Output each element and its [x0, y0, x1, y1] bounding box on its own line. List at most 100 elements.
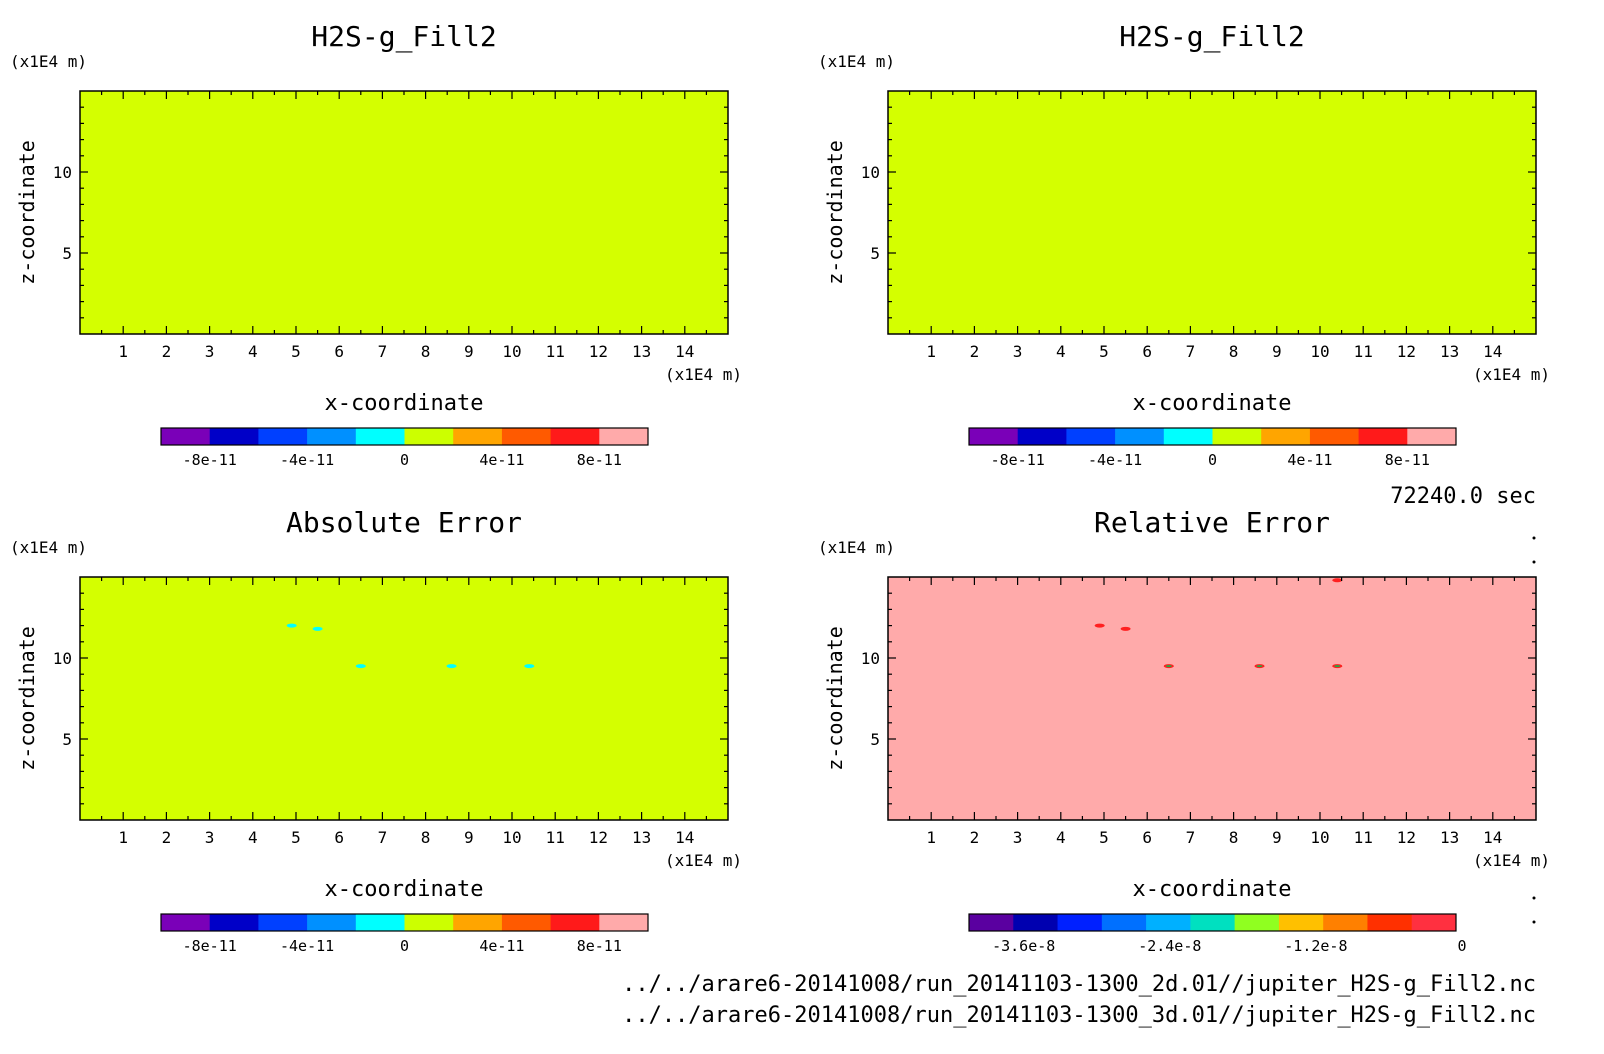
colorbar-segment: [1066, 428, 1116, 445]
x-tick-label: 3: [205, 828, 215, 847]
colorbar-segment: [1057, 914, 1103, 931]
colorbar-segment: [404, 428, 454, 445]
x-tick-label: 9: [464, 828, 474, 847]
heatmap-field: [80, 91, 728, 334]
y-tick-label: 5: [62, 730, 72, 749]
colorbar-segment: [1190, 914, 1236, 931]
colorbar-segment: [1017, 428, 1067, 445]
colorbar-label: -3.6e-8: [992, 937, 1055, 955]
y-axis-label: z-coordinate: [823, 626, 847, 771]
colorbar-segment: [1013, 914, 1059, 931]
x-unit-label: (x1E4 m): [665, 851, 742, 870]
y-axis-label: z-coordinate: [823, 140, 847, 285]
colorbar-label: 0: [400, 451, 409, 469]
colorbar-segment: [1407, 428, 1457, 445]
colorbar-segment: [550, 428, 600, 445]
heatmap-speck: [1120, 626, 1131, 631]
colorbar-label: -8e-11: [991, 451, 1045, 469]
x-tick-label: 10: [1310, 342, 1329, 361]
colorbar-label: -1.2e-8: [1284, 937, 1347, 955]
x-tick-label: 14: [1483, 342, 1502, 361]
colorbar-segment: [501, 428, 552, 445]
colorbar-label: 4e-11: [1287, 451, 1332, 469]
colorbar-label: 0: [1457, 937, 1466, 955]
colorbar-segment: [209, 914, 259, 931]
heatmap-speck-core: [1165, 665, 1172, 668]
x-tick-label: 5: [1099, 342, 1109, 361]
colorbar-segment: [1234, 914, 1280, 931]
colorbar-label: 8e-11: [577, 451, 622, 469]
y-tick-label: 5: [870, 730, 880, 749]
colorbar-segment: [1323, 914, 1368, 931]
colorbar-frame: [968, 427, 1457, 446]
chart-panel-1: H2S-g_Fill2(x1E4 m)1 2 3 4 5 6 7 8 9 10 11 12 13 1451…: [10, 20, 742, 469]
chart-title: H2S-g_Fill2: [311, 20, 496, 54]
colorbar-label: -8e-11: [183, 937, 237, 955]
heatmap-field: [888, 91, 1536, 334]
file-path: ../../arare6-20141008/run_20141103-1300_…: [622, 972, 1536, 997]
colorbar-segment: [969, 428, 1019, 445]
x-tick-label: 12: [589, 342, 608, 361]
colorbar-label: -4e-11: [280, 937, 334, 955]
x-tick-label: 7: [378, 342, 388, 361]
colorbar-segment: [1367, 914, 1413, 931]
x-tick-label: 10: [1310, 828, 1329, 847]
heatmap-speck: [312, 626, 323, 631]
colorbar-segment: [209, 428, 259, 445]
colorbar-segment: [599, 914, 649, 931]
x-tick-label: 1: [926, 828, 936, 847]
x-tick-label: 6: [334, 342, 344, 361]
chart-title: Relative Error: [1094, 506, 1330, 539]
heatmap-field: [80, 577, 728, 820]
heatmap-speck-core: [1256, 665, 1263, 668]
x-tick-label: 1: [926, 342, 936, 361]
colorbar-label: 4e-11: [479, 937, 524, 955]
colorbar-segment: [1163, 428, 1213, 445]
y-axis-label: z-coordinate: [15, 140, 39, 285]
colorbar-segment: [1146, 914, 1191, 931]
x-tick-label: 4: [248, 828, 258, 847]
x-tick-label: 9: [1272, 342, 1282, 361]
x-tick-label: 13: [632, 828, 651, 847]
x-axis-label: x-coordinate: [1133, 391, 1292, 416]
time-label: 72240.0 sec: [1390, 484, 1536, 509]
x-tick-label: 4: [1056, 342, 1066, 361]
y-axis-label: z-coordinate: [15, 626, 39, 771]
y-tick-label: 10: [53, 163, 72, 182]
y-unit-label: (x1E4 m): [10, 538, 87, 557]
x-tick-label: 10: [502, 828, 521, 847]
x-tick-label: 12: [1397, 828, 1416, 847]
colorbar-segment: [550, 914, 600, 931]
chart-panel-4: Relative Error(x1E4 m)1 2 3 4 5 6 7 8 9 10 11 12 13 1…: [818, 506, 1550, 955]
edge-dot: [1532, 560, 1536, 564]
x-tick-label: 9: [1272, 828, 1282, 847]
colorbar-segment: [404, 914, 454, 931]
x-tick-label: 13: [632, 342, 651, 361]
heatmap-speck: [355, 664, 366, 669]
colorbar-segment: [355, 914, 405, 931]
colorbar-segment: [501, 914, 552, 931]
y-unit-label: (x1E4 m): [10, 52, 87, 71]
chart-panel-2: H2S-g_Fill2(x1E4 m)1 2 3 4 5 6 7 8 9 10 11 12 13 1451…: [818, 20, 1550, 469]
chart-title: Absolute Error: [286, 506, 522, 539]
heatmap-speck-core: [1334, 665, 1341, 668]
x-tick-label: 3: [1013, 342, 1023, 361]
x-tick-label: 2: [970, 342, 980, 361]
heatmap-speck: [286, 623, 297, 628]
colorbar-segment: [1309, 428, 1360, 445]
x-tick-label: 7: [1186, 828, 1196, 847]
x-tick-label: 2: [162, 828, 172, 847]
y-unit-label: (x1E4 m): [818, 52, 895, 71]
x-tick-label: 5: [291, 828, 301, 847]
colorbar-segment: [453, 914, 503, 931]
colorbar-label: -8e-11: [183, 451, 237, 469]
edge-dot: [1532, 536, 1536, 540]
x-tick-label: 14: [1483, 828, 1502, 847]
x-tick-label: 5: [1099, 828, 1109, 847]
x-tick-label: 8: [421, 342, 431, 361]
y-tick-label: 10: [861, 649, 880, 668]
colorbar-label: 0: [400, 937, 409, 955]
x-tick-label: 4: [248, 342, 258, 361]
x-tick-label: 11: [1354, 342, 1373, 361]
x-tick-label: 11: [1354, 828, 1373, 847]
